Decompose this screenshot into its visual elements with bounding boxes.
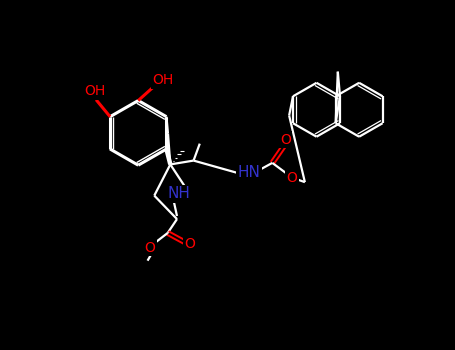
Text: HN: HN bbox=[238, 166, 261, 180]
Text: OH: OH bbox=[84, 84, 105, 98]
Text: O: O bbox=[144, 240, 155, 254]
Text: O: O bbox=[280, 133, 291, 147]
Text: OH: OH bbox=[152, 74, 174, 88]
Text: O: O bbox=[185, 237, 196, 251]
Text: NH: NH bbox=[168, 186, 191, 201]
Text: O: O bbox=[286, 171, 297, 185]
